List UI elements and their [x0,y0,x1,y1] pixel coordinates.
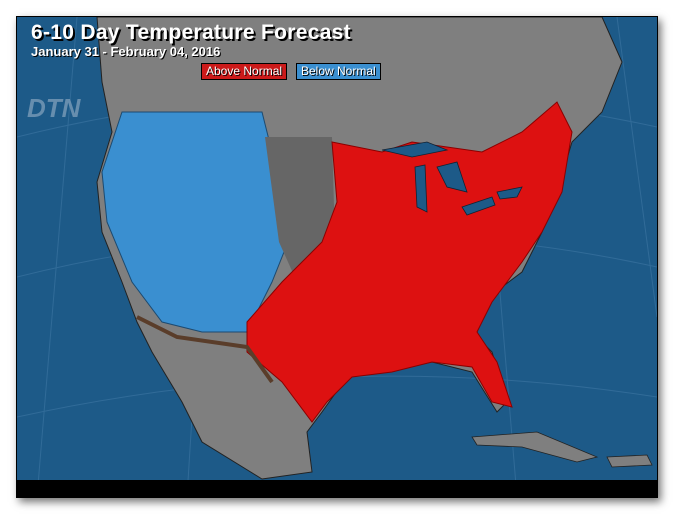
great-lakes [381,141,523,216]
legend-below-normal: Below Normal [296,63,381,80]
date-range: January 31 - February 04, 2016 [31,44,221,59]
map-title: 6-10 Day Temperature Forecast [31,21,351,44]
mexico-border [136,315,274,384]
caribbean-islands [471,431,653,468]
legend-above-normal: Above Normal [201,63,288,80]
forecast-map-frame: 6-10 Day Temperature Forecast January 31… [16,16,658,498]
bottom-bar [17,480,657,497]
map [17,17,657,497]
normal-region [265,137,335,282]
dtn-logo: DTN [27,93,81,123]
above-normal-region [246,101,573,423]
